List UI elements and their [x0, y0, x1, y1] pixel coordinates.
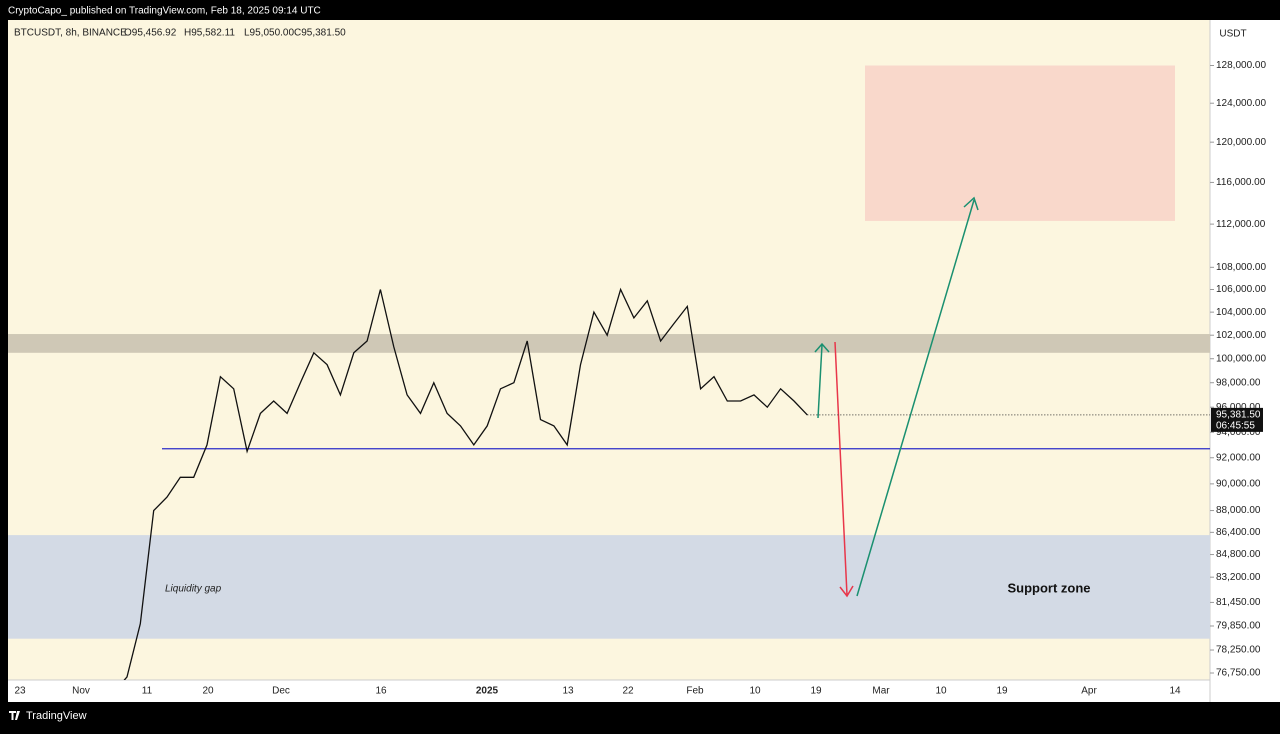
y-tick-label: 120,000.00 [1216, 137, 1266, 148]
arrows [814, 196, 979, 598]
marks [123, 287, 808, 680]
y-tick-label: 106,000.00 [1216, 284, 1266, 295]
x-tick-label: 20 [202, 686, 214, 697]
y-tick-label: 92,000.00 [1216, 452, 1261, 463]
x-tick-label: 19 [996, 686, 1008, 697]
y-tick-label: 83,200.00 [1216, 572, 1261, 583]
x-tick-label: Mar [872, 686, 890, 697]
y-tick-label: 88,000.00 [1216, 505, 1261, 516]
last-price-label: 95,381.50 [1216, 410, 1261, 421]
y-tick-label: 81,450.00 [1216, 597, 1261, 608]
legend: BTCUSDT, 8h, BINANCE O95,456.92 H95,582.… [14, 28, 346, 39]
legend-high: H95,582.11 [184, 28, 235, 39]
x-tick-label: 16 [375, 686, 387, 697]
y-tick-label: 112,000.00 [1216, 219, 1266, 230]
last-price-box [1211, 407, 1263, 432]
price-line [123, 287, 808, 680]
y-tick-label: 102,000.00 [1216, 330, 1266, 341]
header: CryptoCapo_ published on TradingView.com… [8, 6, 321, 17]
x-tick-label: Apr [1081, 686, 1097, 697]
y-tick-label: 90,000.00 [1216, 479, 1261, 490]
logo [9, 711, 20, 720]
y-tick-label: 84,800.00 [1216, 549, 1261, 560]
footer-bar [0, 702, 1280, 729]
y-tick-label: 94,000.00 [1216, 427, 1261, 438]
x-tick-label: Dec [272, 686, 290, 697]
x-tick-label: 14 [1169, 686, 1181, 697]
arrow-down [834, 341, 854, 598]
x-tick-label: 10 [935, 686, 947, 697]
y-tick-label: 78,250.00 [1216, 645, 1261, 656]
y-tick-label: 104,000.00 [1216, 307, 1266, 318]
support-label: Support zone [1007, 580, 1090, 595]
x-tick-label: Feb [686, 686, 704, 697]
legend-open: O95,456.92 [124, 28, 177, 39]
zones [8, 65, 1210, 639]
currency: USDT [1219, 29, 1246, 40]
x-tick-label: 19 [810, 686, 822, 697]
legend-symbol: BTCUSDT, 8h, BINANCE [14, 28, 127, 39]
x-tick-label: 13 [562, 686, 574, 697]
x-tick-label: Nov [72, 686, 90, 697]
legend-low: L95,050.00 [244, 28, 294, 39]
y-tick-label: 96,000.00 [1216, 402, 1261, 413]
y-tick-label: 116,000.00 [1216, 177, 1266, 188]
x-tick-label: 2025 [476, 686, 499, 697]
y-tick-label: 128,000.00 [1216, 60, 1266, 71]
countdown: 06:45:55 [1216, 421, 1255, 432]
time-axis [8, 680, 1210, 702]
y-tick-label: 86,400.00 [1216, 527, 1261, 538]
arrow-up-small [814, 342, 830, 419]
x-tick-label: 10 [749, 686, 761, 697]
x-tick-label: 11 [142, 686, 153, 697]
target-zone [865, 65, 1175, 221]
y-tick-label: 124,000.00 [1216, 98, 1266, 109]
x-tick-label: 23 [14, 686, 26, 697]
resistance-zone [8, 334, 1210, 353]
y-tick-label: 108,000.00 [1216, 262, 1266, 273]
liquidity-label: Liquidity gap [165, 584, 222, 595]
footer: TradingView [26, 710, 87, 722]
y-tick-label: 76,750.00 [1216, 668, 1261, 679]
support-zone [8, 535, 1210, 639]
y-tick-label: 79,850.00 [1216, 621, 1261, 632]
legend-close: C95,381.50 [294, 28, 346, 39]
price-axis [1210, 20, 1280, 702]
y-tick-label: 98,000.00 [1216, 377, 1261, 388]
y-tick-label: 100,000.00 [1216, 353, 1266, 364]
x-tick-label: 22 [622, 686, 634, 697]
arrow-up-long [856, 196, 979, 597]
